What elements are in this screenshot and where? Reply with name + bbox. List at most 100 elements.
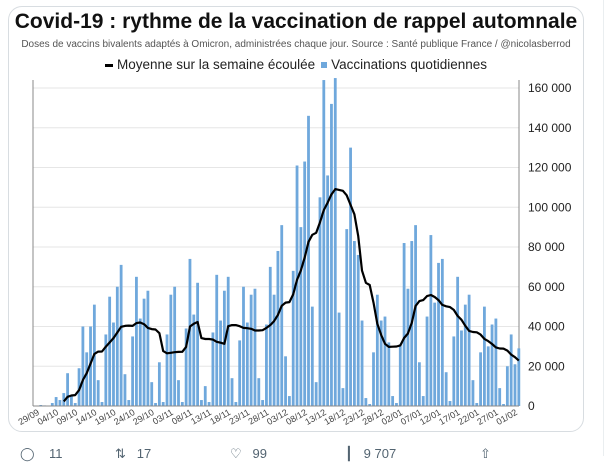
bar-26/01 xyxy=(490,324,494,406)
bar-14/12 xyxy=(326,175,330,406)
bar-18/12 xyxy=(341,388,345,406)
y-tick-label: 60 000 xyxy=(528,280,565,294)
bar-30/10 xyxy=(154,403,157,406)
bar-23/12 xyxy=(360,320,364,406)
legend-line-swatch xyxy=(105,63,113,67)
bar-26/10 xyxy=(138,318,142,406)
bar-04/10 xyxy=(54,397,58,406)
y-tick-label: 0 xyxy=(528,399,535,413)
bar-31/12 xyxy=(391,396,395,406)
bar-20/10 xyxy=(115,286,119,406)
y-tick-label: 140 000 xyxy=(528,121,572,135)
bar-22/01 xyxy=(475,403,479,406)
bar-11/11 xyxy=(200,400,203,406)
bar-16/01 xyxy=(452,336,456,406)
views-button[interactable]: ┃ 9 707 xyxy=(345,446,397,461)
bar-07/10 xyxy=(66,373,69,406)
bar-30/01 xyxy=(505,366,509,406)
bar-09/01 xyxy=(425,316,429,406)
y-tick-label: 120 000 xyxy=(528,161,572,175)
bar-25/01 xyxy=(486,346,490,406)
legend-line-label: Moyenne sur la semaine écoulée xyxy=(117,57,316,72)
views-count: 9 707 xyxy=(363,446,397,461)
bar-03/11 xyxy=(169,294,173,406)
bar-29/10 xyxy=(150,382,154,406)
bar-27/10 xyxy=(142,298,146,406)
bar-13/12 xyxy=(322,80,326,407)
bar-20/12 xyxy=(349,147,352,406)
bar-09/12 xyxy=(307,115,310,406)
bar-03/12 xyxy=(284,356,287,406)
bar-06/12 xyxy=(295,165,299,406)
chart-subtitle: Doses de vaccins bivalents adaptés à Omi… xyxy=(21,39,571,50)
y-tick-label: 80 000 xyxy=(528,240,565,254)
bar-09/10 xyxy=(73,403,77,406)
bar-07/01 xyxy=(418,362,421,406)
bar-07/11 xyxy=(184,328,188,406)
bar-03/10 xyxy=(50,403,54,406)
bar-08/10 xyxy=(70,396,73,406)
bar-10/11 xyxy=(196,282,200,406)
bar-16/12 xyxy=(333,78,337,406)
bar-17/12 xyxy=(337,312,341,406)
bar-26/11 xyxy=(257,378,261,406)
bar-24/10 xyxy=(131,336,134,406)
bar-21/10 xyxy=(119,264,123,406)
x-tick-label: 01/02 xyxy=(494,407,519,427)
y-tick-label: 160 000 xyxy=(528,81,572,95)
like-button[interactable]: ♡ 99 xyxy=(230,446,267,461)
bar-26/12 xyxy=(372,352,375,406)
bar-14/01 xyxy=(444,372,448,406)
bar-19/01 xyxy=(463,304,467,406)
bar-01/02 xyxy=(513,364,517,406)
bar-23/01 xyxy=(479,352,482,406)
bar-13/11 xyxy=(207,402,211,406)
reply-button[interactable]: ◯ 11 xyxy=(20,446,63,461)
bar-17/11 xyxy=(222,290,226,406)
bar-11/10 xyxy=(81,326,85,406)
bar-02/11 xyxy=(165,334,169,406)
bar-20/01 xyxy=(467,294,471,406)
bar-24/12 xyxy=(364,398,368,406)
bar-01/01 xyxy=(395,403,398,406)
bar-15/12 xyxy=(330,103,333,407)
bar-04/01 xyxy=(406,288,410,406)
bar-05/12 xyxy=(291,270,295,406)
bar-27/01 xyxy=(494,318,498,406)
bar-10/01 xyxy=(429,235,433,406)
bar-28/10 xyxy=(146,290,150,406)
bar-05/11 xyxy=(177,380,180,406)
bar-02/12 xyxy=(280,225,284,406)
bar-27/12 xyxy=(375,294,379,406)
bar-12/12 xyxy=(318,197,322,406)
bar-31/01 xyxy=(509,334,513,406)
bar-03/01 xyxy=(402,243,406,406)
bar-18/11 xyxy=(226,276,230,406)
bar-19/12 xyxy=(345,229,349,406)
bar-12/11 xyxy=(203,386,207,406)
tweet-media-card[interactable] xyxy=(8,6,584,432)
bar-16/11 xyxy=(219,320,222,406)
bar-08/01 xyxy=(421,396,425,406)
bar-19/10 xyxy=(112,322,115,406)
retweet-button[interactable]: ⇅ 17 xyxy=(115,446,152,461)
bar-08/12 xyxy=(303,161,307,406)
y-tick-label: 40 000 xyxy=(528,320,565,334)
bar-01/12 xyxy=(276,250,280,406)
share-button[interactable]: ⇧ xyxy=(480,446,491,461)
bar-10/12 xyxy=(310,306,314,406)
bar-13/01 xyxy=(440,258,444,406)
bar-06/01 xyxy=(414,225,417,406)
bar-15/01 xyxy=(448,401,452,406)
bar-15/10 xyxy=(96,380,100,406)
bar-30/12 xyxy=(387,342,391,406)
bar-12/01 xyxy=(437,262,440,406)
legend-bar-label: Vaccinations quotidiennes xyxy=(331,57,487,72)
bar-11/01 xyxy=(433,302,437,406)
bar-18/10 xyxy=(108,296,112,406)
bar-16/10 xyxy=(100,402,104,406)
bar-31/10 xyxy=(157,362,161,406)
bar-14/11 xyxy=(211,332,215,406)
bar-22/10 xyxy=(123,374,127,406)
